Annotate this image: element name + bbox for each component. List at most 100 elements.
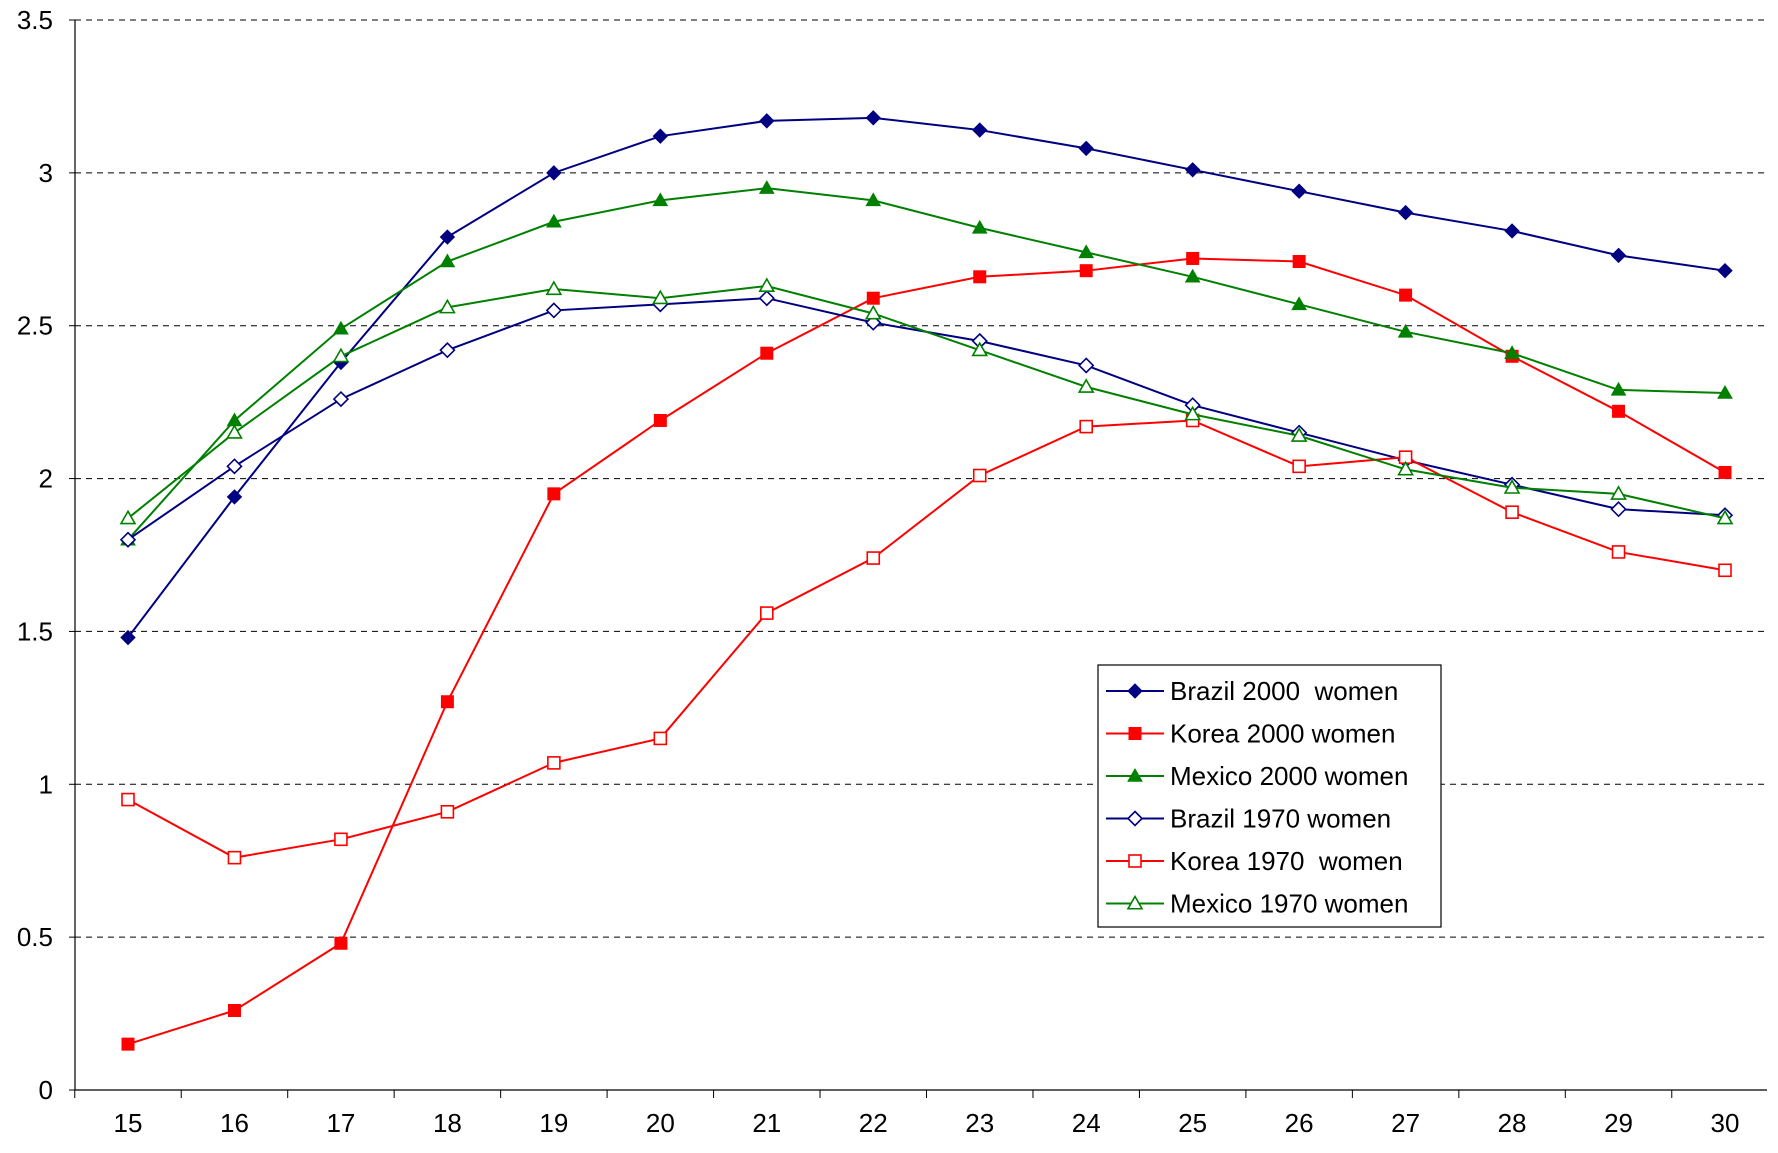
- data-point-mexico-2000-women: [1504, 345, 1520, 359]
- data-point-mexico-1970-women: [864, 304, 882, 320]
- data-point-mexico-1970-women: [971, 341, 989, 357]
- x-tick-labels: 15 16 17 18 19 20 21 22 23 24 25 26 27 28 29 30: [114, 1108, 1740, 1138]
- data-point-brazil-1970-women: [1078, 357, 1095, 374]
- data-point-korea-1970-women: [121, 792, 135, 807]
- x-tick-label: 19: [539, 1108, 568, 1138]
- data-point-korea-2000-women: [1079, 264, 1093, 278]
- legend-marker-korea-2000-women: [1128, 727, 1142, 740]
- data-point-korea-1970-women: [759, 606, 774, 620]
- data-point-brazil-1970-women: [332, 390, 350, 408]
- data-point-mexico-2000-women: [1717, 384, 1733, 399]
- legend-item-mexico-1970-women: Mexico 1970 women: [1106, 889, 1408, 919]
- legend-marker-brazil-1970-women: [1126, 810, 1144, 827]
- data-point-mexico-1970-women: [1503, 479, 1521, 494]
- series-mexico-1970-women: [119, 277, 1734, 525]
- data-point-brazil-1970-women: [1610, 501, 1627, 518]
- x-tick-label: 30: [1711, 1108, 1740, 1138]
- series-korea-2000-women: [121, 251, 1732, 1051]
- data-point-brazil-2000-women: [652, 128, 669, 144]
- data-point-brazil-2000-women: [1717, 262, 1733, 279]
- legend-marker-mexico-2000-women: [1127, 767, 1143, 782]
- data-point-brazil-2000-women: [972, 122, 988, 138]
- data-point-brazil-1970-women: [226, 458, 243, 475]
- data-point-korea-1970-women: [1718, 563, 1732, 578]
- data-point-korea-1970-women: [547, 756, 561, 770]
- series-line-brazil-1970-women: [127, 297, 1726, 541]
- data-point-korea-2000-women: [121, 1037, 135, 1051]
- data-point-korea-1970-women: [440, 804, 455, 819]
- y-tick-label: 3.5: [17, 5, 53, 35]
- data-point-mexico-2000-women: [1184, 268, 1201, 283]
- data-point-mexico-2000-women: [333, 320, 349, 335]
- legend-item-mexico-2000-women: Mexico 2000 women: [1106, 761, 1408, 791]
- x-tick-label: 23: [965, 1108, 994, 1138]
- data-point-mexico-2000-women: [865, 192, 882, 207]
- legend-marker-brazil-2000-women: [1127, 683, 1143, 699]
- legend-label: Brazil 2000 women: [1170, 676, 1398, 706]
- legend-label: Korea 1970 women: [1170, 846, 1403, 876]
- data-point-korea-2000-women: [1718, 465, 1732, 479]
- series-line-brazil-2000-women: [127, 116, 1726, 639]
- legend-label: Mexico 1970 women: [1170, 889, 1408, 919]
- series-line-korea-2000-women: [127, 257, 1726, 1046]
- x-tick-label: 18: [433, 1108, 462, 1138]
- x-tick-label: 26: [1285, 1108, 1314, 1138]
- data-point-mexico-1970-women: [651, 289, 669, 305]
- data-point-brazil-2000-women: [120, 629, 136, 646]
- legend: Brazil 2000 women Korea 2000 women Mexico …: [1097, 664, 1442, 928]
- y-tick-label: 3: [39, 158, 53, 188]
- y-tick-label: 2.5: [17, 311, 53, 341]
- data-point-mexico-2000-women: [1291, 296, 1307, 311]
- x-tick-label: 22: [859, 1108, 888, 1138]
- y-tick-label: 0.5: [17, 922, 53, 952]
- data-point-mexico-2000-women: [439, 253, 456, 268]
- legend-label: Mexico 2000 women: [1170, 761, 1408, 791]
- data-point-brazil-1970-women: [439, 342, 456, 359]
- x-tick-label: 29: [1604, 1108, 1633, 1138]
- data-point-mexico-1970-women: [1610, 485, 1627, 500]
- data-point-mexico-1970-women: [545, 280, 563, 296]
- series-brazil-1970-women: [119, 290, 1734, 548]
- data-point-mexico-1970-women: [758, 277, 776, 293]
- data-point-brazil-2000-women: [1291, 183, 1307, 199]
- x-tick-label: 21: [752, 1108, 781, 1138]
- data-point-korea-2000-women: [973, 270, 987, 284]
- data-point-korea-2000-women: [1292, 255, 1306, 269]
- data-point-mexico-2000-women: [971, 219, 988, 234]
- data-point-korea-2000-women: [547, 487, 561, 501]
- series-lines: [119, 110, 1734, 1051]
- data-point-korea-2000-women: [1612, 404, 1626, 418]
- x-tick-label: 27: [1391, 1108, 1420, 1138]
- legend-marker-mexico-1970-women: [1126, 894, 1144, 910]
- data-point-korea-2000-women: [440, 695, 454, 709]
- data-point-mexico-1970-women: [1716, 509, 1734, 525]
- data-point-korea-1970-women: [1292, 459, 1306, 474]
- axes: [69, 19, 1767, 1098]
- legend-item-korea-2000-women: Korea 2000 women: [1106, 719, 1395, 749]
- data-point-brazil-2000-women: [1397, 204, 1414, 221]
- data-point-korea-2000-women: [760, 346, 774, 360]
- data-point-korea-1970-women: [972, 468, 987, 483]
- data-point-brazil-1970-women: [119, 531, 137, 548]
- data-point-mexico-1970-women: [1290, 427, 1308, 442]
- data-point-mexico-1970-women: [119, 509, 137, 525]
- data-point-brazil-2000-women: [1610, 247, 1627, 264]
- data-point-korea-2000-women: [866, 291, 880, 305]
- x-tick-label: 24: [1072, 1108, 1101, 1138]
- legend-box: [1097, 664, 1442, 928]
- data-point-korea-2000-women: [653, 413, 667, 427]
- data-point-mexico-1970-women: [226, 424, 243, 439]
- series-brazil-2000-women: [120, 110, 1733, 646]
- y-tick-label: 1: [39, 769, 53, 799]
- data-point-mexico-2000-women: [1610, 381, 1627, 396]
- series-line-korea-1970-women: [127, 419, 1726, 859]
- data-point-korea-1970-women: [866, 551, 881, 565]
- series-korea-1970-women: [121, 413, 1732, 865]
- data-point-mexico-1970-women: [1397, 460, 1414, 476]
- data-point-mexico-1970-women: [1184, 405, 1202, 421]
- data-point-korea-2000-women: [1186, 251, 1200, 265]
- y-tick-labels: 0 0.5 1 1.5 2 2.5 3 3.5: [17, 5, 53, 1105]
- data-point-brazil-1970-women: [758, 290, 775, 307]
